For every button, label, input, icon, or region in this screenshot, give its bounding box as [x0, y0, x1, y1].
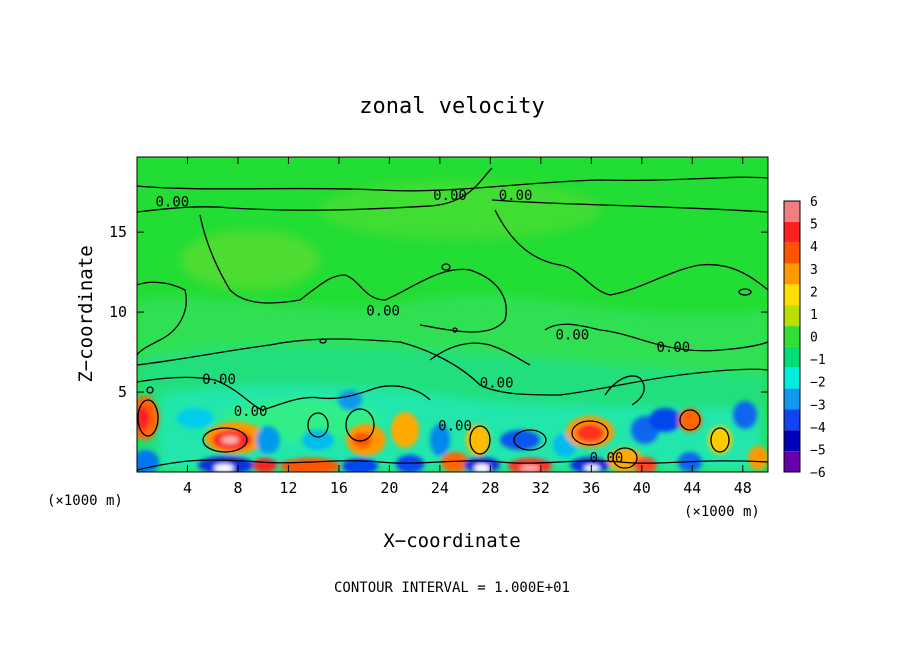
- contour-label: 0.00: [438, 418, 472, 434]
- colorbar: 6 5 4 3 2 1 0 −1 −2 −3 −4 −5 −6: [783, 195, 826, 481]
- x-unit-label: (×1000 m): [684, 504, 760, 520]
- colorbar-label: 5: [810, 218, 818, 233]
- colorbar-label: 1: [810, 308, 818, 323]
- colorbar-label: 0: [810, 331, 818, 346]
- colorbar-swatch: [784, 367, 800, 389]
- y-unit-label: (×1000 m): [47, 493, 123, 509]
- colorbar-label: 4: [810, 240, 818, 255]
- colorbar-swatch: [784, 242, 800, 264]
- contour-label: 0.00: [433, 188, 467, 204]
- contour-label: 0.00: [155, 195, 189, 211]
- colorbar-label: −2: [810, 376, 826, 391]
- x-tick-label: 44: [683, 479, 701, 497]
- x-tick-label: 28: [481, 479, 499, 497]
- colorbar-label: −5: [810, 443, 826, 458]
- x-tick-label: 24: [431, 479, 449, 497]
- colorbar-label: −4: [810, 421, 826, 436]
- x-tick-label: 48: [734, 479, 752, 497]
- x-tick-label: 8: [233, 479, 242, 497]
- colorbar-swatch: [784, 409, 800, 431]
- colorbar-label: 6: [810, 195, 818, 210]
- contour-label: 0.00: [234, 404, 268, 420]
- colorbar-swatch: [784, 346, 800, 368]
- contour-interval-note: CONTOUR INTERVAL = 1.000E+01: [334, 580, 570, 596]
- contour-label: 0.00: [590, 450, 624, 466]
- contour-label: 0.00: [499, 188, 533, 204]
- x-axis-title: X−coordinate: [383, 530, 520, 552]
- x-tick-label: 32: [532, 479, 550, 497]
- x-tick-label: 40: [633, 479, 651, 497]
- x-axis: 4 8 12 16 20 24 28 32 36 40 44 48: [183, 157, 752, 497]
- contour-lines: [137, 167, 768, 471]
- contour-label: 0.00: [480, 375, 514, 391]
- colorbar-swatch: [784, 305, 800, 327]
- y-axis-title: Z−coordinate: [75, 245, 97, 382]
- y-axis: 5 10 15: [109, 223, 768, 401]
- colorbar-label: −3: [810, 398, 826, 413]
- contour-label: 0.00: [202, 372, 236, 388]
- colorbar-label: −6: [810, 466, 826, 481]
- x-tick-label: 12: [279, 479, 297, 497]
- y-tick-label: 5: [118, 383, 127, 401]
- y-tick-label: 10: [109, 303, 127, 321]
- plot-area: 0.00 0.00 0.00 0.00 0.00 0.00 0.00 0.00 0.00 0.00…: [137, 157, 768, 472]
- contour-label-layer: 0.00 0.00 0.00 0.00 0.00 0.00 0.00 0.00 0.00 0.00…: [155, 188, 690, 466]
- colorbar-swatch: [784, 388, 800, 410]
- colorbar-swatch: [784, 451, 800, 472]
- contour-label: 0.00: [556, 327, 590, 343]
- colorbar-swatch: [784, 284, 800, 306]
- x-tick-label: 20: [380, 479, 398, 497]
- plot-frame: [136, 156, 769, 473]
- contour-label: 0.00: [366, 303, 400, 319]
- colorbar-swatch: [784, 221, 800, 243]
- x-tick-label: 16: [330, 479, 348, 497]
- colorbar-frame: [783, 200, 801, 473]
- colorbar-label: 2: [810, 285, 818, 300]
- colorbar-swatch: [784, 430, 800, 452]
- contour-label: 0.00: [656, 340, 690, 356]
- x-tick-label: 4: [183, 479, 192, 497]
- colorbar-label: 3: [810, 263, 818, 278]
- x-tick-label: 36: [582, 479, 600, 497]
- colorbar-swatch: [784, 326, 800, 347]
- colorbar-swatch: [784, 263, 800, 285]
- colorbar-label: −1: [810, 353, 826, 368]
- colorbar-swatch: [784, 201, 800, 222]
- y-tick-label: 15: [109, 223, 127, 241]
- chart-title: zonal velocity: [359, 94, 544, 119]
